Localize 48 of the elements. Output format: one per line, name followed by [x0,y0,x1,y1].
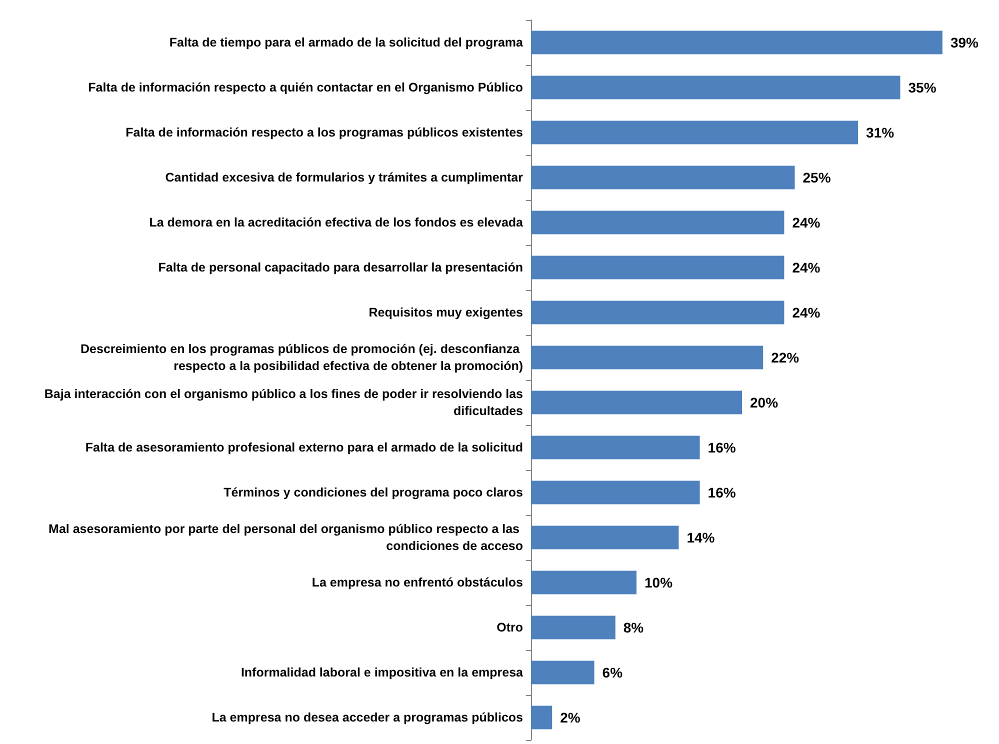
data-label: 24% [792,260,821,276]
bar [531,300,784,324]
y-tick-label: Mal asesoramiento por parte del personal del organismo público respecto a las condiciones de acceso [48,522,524,553]
bar [531,480,700,504]
y-tick-label: La demora en la acreditación efectiva de los fondos es elevada [149,216,524,230]
bar [531,256,784,280]
data-label: 35% [908,80,937,96]
data-label: 22% [771,350,800,366]
bar [531,436,700,460]
y-tick-label: Falta de personal capacitado para desarrollar la presentación [158,260,523,274]
bar [531,526,679,550]
y-tick-label: Falta de asesoramiento profesional externo para el armado de la solicitud [85,440,523,454]
y-tick-label: Descreimiento en los programas públicos de promoción (ej. desconfianza respecto a la posibilidad efectiva de obtener la promoción) [80,342,523,373]
y-tick-label: La empresa no desea acceder a programas públicos [212,710,524,724]
y-tick-label: Baja interacción con el organismo público a los fines de poder ir resolviendo las dificultades [44,387,524,418]
data-label: 16% [708,440,736,456]
bar [531,76,900,100]
y-tick-label: Falta de información respecto a quién contactar en el Organismo Público [88,80,524,94]
data-label: 14% [686,530,716,546]
data-label: 20% [750,394,779,410]
bar [531,210,784,234]
data-label: 16% [708,484,736,500]
y-tick-label: Falta de tiempo para el armado de la solicitud del programa [169,36,524,50]
data-label: 39% [950,34,980,50]
bar [531,570,636,594]
bar [531,616,616,640]
y-tick-label: Informalidad laboral e impositiva en la empresa [240,666,524,680]
y-tick-label: Términos y condiciones del programa poco claros [224,486,524,500]
bar [531,30,942,54]
bar [531,706,552,730]
data-label: 2% [560,710,581,726]
bar [531,660,594,684]
y-tick-label: Cantidad excesiva de formularios y trámites a cumplimentar [165,170,524,184]
bar [531,346,764,370]
data-label: 25% [802,170,832,186]
y-tick-label: Falta de información respecto a los programas públicos existentes [126,126,524,140]
bar [531,120,858,144]
bar [531,166,795,190]
data-label: 6% [602,664,624,680]
bar [531,390,742,414]
data-label: 31% [866,124,895,140]
y-tick-label: La empresa no enfrentó obstáculos [312,576,524,590]
data-label: 8% [623,620,644,636]
y-tick-label: Requisitos muy exigentes [368,306,524,320]
y-tick-label: Otro [496,620,524,634]
data-label: 24% [792,214,821,230]
data-label: 10% [644,574,674,590]
data-label: 24% [792,304,821,320]
